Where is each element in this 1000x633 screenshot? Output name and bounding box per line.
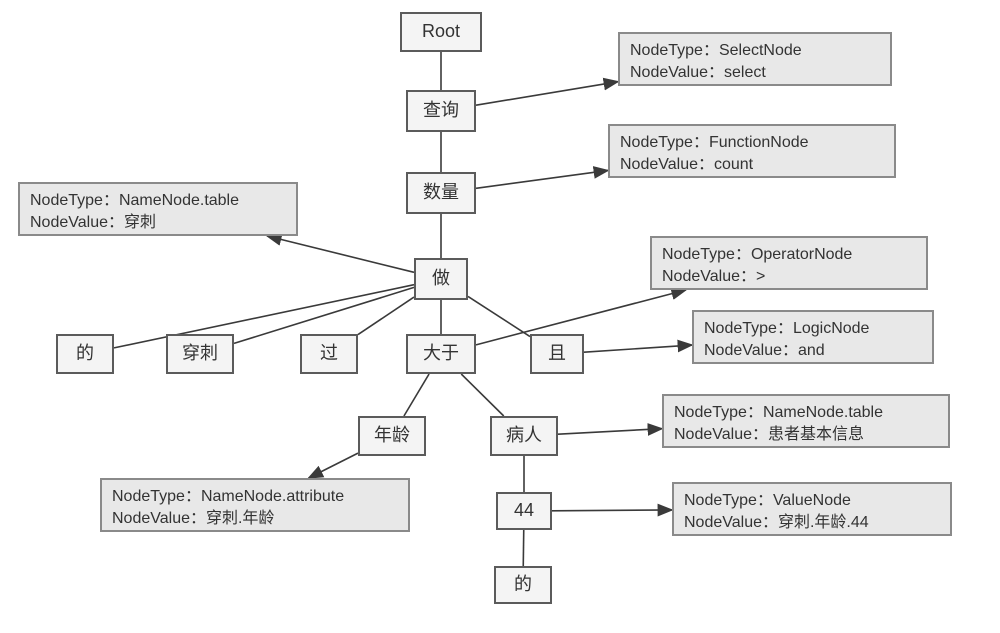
annotation-arrow bbox=[584, 345, 692, 352]
info-line: NodeValue：患者基本信息 bbox=[674, 424, 864, 446]
tree-node-do: 做 bbox=[414, 258, 468, 300]
tree-node-patient: 病人 bbox=[490, 416, 558, 456]
info-line: NodeType：ValueNode bbox=[684, 490, 851, 512]
annotation-arrow bbox=[552, 510, 672, 511]
info-line: NodeType：LogicNode bbox=[704, 318, 869, 340]
info-line: NodeValue：穿刺.年龄.44 bbox=[684, 512, 869, 534]
info-line: NodeValue：and bbox=[704, 340, 825, 362]
tree-node-de2: 的 bbox=[494, 566, 552, 604]
info-line: NodeValue：count bbox=[620, 154, 753, 176]
info-line: NodeType：NameNode.table bbox=[30, 190, 239, 212]
tree-node-label: 的 bbox=[514, 572, 532, 597]
info-box-ib_value: NodeType：ValueNodeNodeValue：穿刺.年龄.44 bbox=[672, 482, 952, 536]
tree-edge bbox=[461, 374, 504, 416]
tree-node-label: 的 bbox=[76, 341, 94, 366]
info-line: NodeValue：穿刺.年龄 bbox=[112, 508, 274, 530]
info-line: NodeType：NameNode.attribute bbox=[112, 486, 344, 508]
tree-node-age: 年龄 bbox=[358, 416, 426, 456]
info-box-ib_op: NodeType：OperatorNodeNodeValue：> bbox=[650, 236, 928, 290]
annotation-arrow bbox=[558, 429, 662, 435]
tree-node-gt: 大于 bbox=[406, 334, 476, 374]
tree-node-count: 数量 bbox=[406, 172, 476, 214]
tree-node-v44: 44 bbox=[496, 492, 552, 530]
annotation-arrow bbox=[476, 82, 618, 106]
tree-edge bbox=[114, 285, 414, 348]
info-box-ib_func: NodeType：FunctionNodeNodeValue：count bbox=[608, 124, 896, 178]
tree-node-label: 查询 bbox=[423, 98, 459, 123]
info-line: NodeValue：> bbox=[662, 266, 765, 288]
info-line: NodeValue：穿刺 bbox=[30, 212, 156, 234]
info-box-ib_select: NodeType：SelectNodeNodeValue：select bbox=[618, 32, 892, 86]
annotation-arrow bbox=[309, 453, 358, 478]
tree-node-label: 44 bbox=[514, 498, 534, 523]
info-box-ib_attr: NodeType：NameNode.attributeNodeValue：穿刺.… bbox=[100, 478, 410, 532]
annotation-arrow bbox=[267, 236, 414, 272]
tree-node-label: 年龄 bbox=[374, 423, 410, 448]
tree-node-query: 查询 bbox=[406, 90, 476, 132]
info-line: NodeValue：select bbox=[630, 62, 766, 84]
tree-node-label: 病人 bbox=[506, 423, 542, 448]
tree-node-label: 且 bbox=[548, 341, 566, 366]
tree-node-label: 数量 bbox=[423, 180, 459, 205]
tree-node-de1: 的 bbox=[56, 334, 114, 374]
tree-edge bbox=[358, 297, 414, 335]
tree-node-label: 过 bbox=[320, 341, 338, 366]
tree-node-label: 做 bbox=[432, 266, 450, 291]
tree-node-label: 穿刺 bbox=[182, 341, 218, 366]
tree-node-label: 大于 bbox=[423, 341, 459, 366]
info-line: NodeType：FunctionNode bbox=[620, 132, 809, 154]
info-box-ib_table2: NodeType：NameNode.tableNodeValue：患者基本信息 bbox=[662, 394, 950, 448]
tree-node-root: Root bbox=[400, 12, 482, 52]
info-line: NodeType：OperatorNode bbox=[662, 244, 852, 266]
tree-edge bbox=[404, 374, 429, 416]
tree-edge bbox=[468, 296, 530, 336]
info-line: NodeType：SelectNode bbox=[630, 40, 802, 62]
tree-node-label: Root bbox=[422, 19, 460, 44]
tree-node-cc: 穿刺 bbox=[166, 334, 234, 374]
info-box-ib_table1: NodeType：NameNode.tableNodeValue：穿刺 bbox=[18, 182, 298, 236]
tree-node-guo: 过 bbox=[300, 334, 358, 374]
annotation-arrow bbox=[476, 170, 608, 188]
info-line: NodeType：NameNode.table bbox=[674, 402, 883, 424]
info-box-ib_logic: NodeType：LogicNodeNodeValue：and bbox=[692, 310, 934, 364]
tree-node-and: 且 bbox=[530, 334, 584, 374]
